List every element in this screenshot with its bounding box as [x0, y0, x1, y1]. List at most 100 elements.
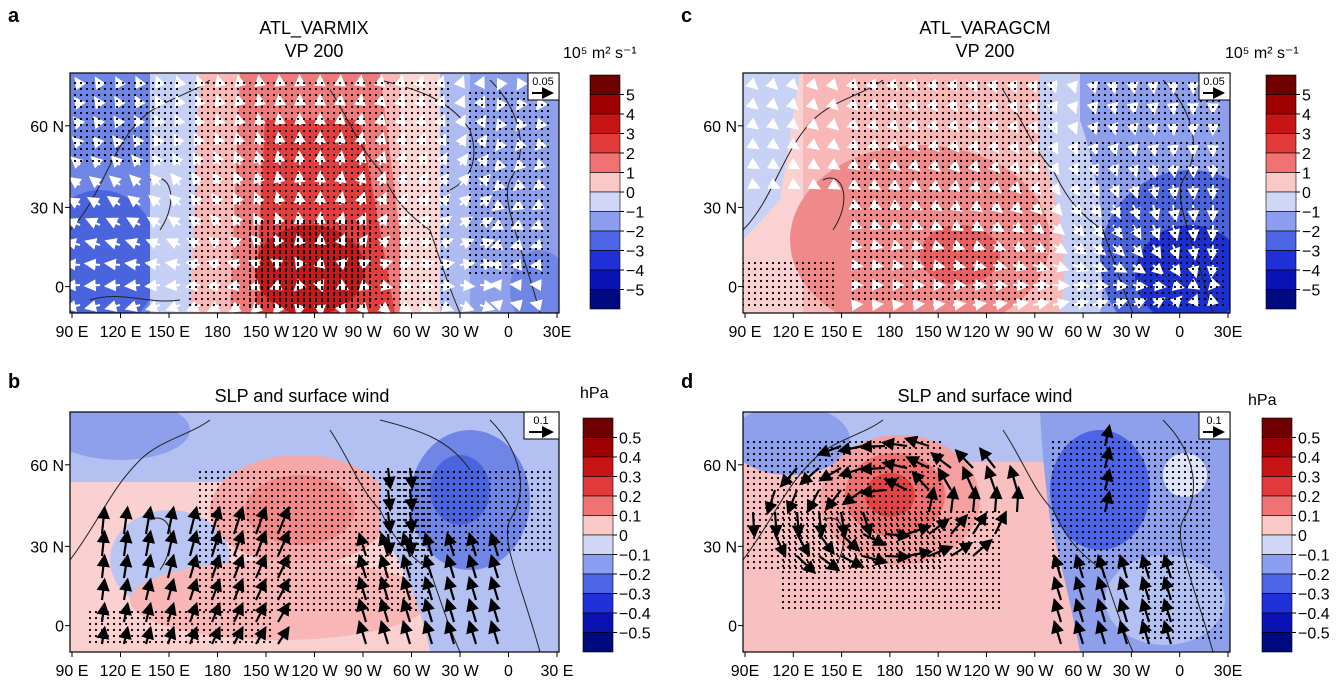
reference-vector-box: 0.1	[523, 411, 560, 440]
colorbar-swatch	[582, 417, 614, 438]
unit-label: hPa	[1248, 392, 1277, 409]
colorbar-swatch	[1261, 476, 1293, 497]
panel-b: b SLP and surface wind hPa 0.1 90 E 12	[8, 371, 651, 680]
unit-label: 10⁵ m² s⁻¹	[1225, 45, 1299, 62]
unit-label: hPa	[580, 385, 609, 402]
colorbar-label: 5	[626, 88, 635, 105]
colorbar-swatch	[1265, 250, 1297, 271]
y-tick-label: 30 N	[703, 200, 737, 217]
x-tick-label: 30E	[1214, 324, 1242, 341]
y-axis-ticks: 60 N 30 N 0	[30, 458, 70, 636]
x-axis-ticks: 90 E 120 E 150 E 180 150 W 120 W 90 W 60 W 30 W 0…	[729, 313, 1242, 341]
panel-title-line1: ATL_VARMIX	[259, 18, 368, 39]
y-tick-label: 60 N	[703, 119, 737, 136]
x-tick-label: 90 E	[729, 324, 762, 341]
colorbar-swatch	[589, 94, 621, 115]
x-tick-label: 30E	[1214, 663, 1242, 680]
colorbar-swatch	[582, 593, 614, 614]
x-tick-label: 150 W	[915, 324, 962, 341]
colorbar-swatch	[589, 113, 621, 134]
x-tick-label: 60 W	[1064, 663, 1102, 680]
x-axis-ticks: 90E 120 E 150 E 180 150 W 120 W 90 W 60 W 30 W 0 3…	[731, 652, 1242, 680]
panel-c: c ATL_VARAGCM VP 200 10⁵ m² s⁻¹ 0.05 90	[681, 5, 1320, 341]
panel-a: a ATL_VARMIX VP 200 10⁵ m² s⁻¹	[8, 5, 644, 341]
reference-vector-label: 0.1	[533, 415, 548, 427]
x-tick-label: 90 W	[1016, 663, 1054, 680]
colorbar-swatch	[589, 250, 621, 271]
colorbar-label: −0.1	[619, 548, 651, 565]
x-tick-label: 120 W	[291, 324, 338, 341]
colorbar: 5 4 3 2 1 0 −1 −2 −3 −4 −5	[1265, 74, 1320, 310]
colorbar-swatch	[589, 191, 621, 212]
colorbar-swatch	[1261, 417, 1293, 438]
x-tick-label: 150 W	[243, 663, 290, 680]
y-tick-label: 0	[728, 280, 737, 297]
colorbar: 5 4 3 2 1 0 −1 −2 −3 −4 −5	[589, 74, 644, 310]
colorbar-swatch	[582, 612, 614, 633]
colorbar-swatch	[1261, 632, 1293, 653]
significance-stipple	[743, 81, 1225, 307]
colorbar-swatch	[589, 289, 621, 310]
colorbar-swatch	[1265, 152, 1297, 173]
colorbar-label: −0.3	[619, 587, 651, 604]
x-tick-label: 180	[877, 663, 904, 680]
colorbar-label: 1	[626, 166, 635, 183]
colorbar-label: 2	[1302, 146, 1311, 163]
x-tick-label: 120 E	[772, 663, 814, 680]
colorbar-label: −2	[1302, 224, 1320, 241]
map-field	[743, 412, 1230, 652]
x-tick-label: 30 W	[1113, 324, 1151, 341]
colorbar-swatch	[1265, 230, 1297, 251]
colorbar-swatch	[1265, 94, 1297, 115]
colorbar-label: 2	[626, 146, 635, 163]
reference-vector-label: 0.1	[1206, 415, 1221, 427]
x-tick-label: 150 E	[821, 324, 863, 341]
reference-vector-label: 0.05	[1203, 76, 1224, 88]
x-tick-label: 120 E	[100, 663, 142, 680]
colorbar-swatch	[1265, 74, 1297, 95]
x-tick-label: 90 E	[56, 324, 89, 341]
colorbar-swatch	[1261, 515, 1293, 536]
colorbar-label: −0.5	[619, 626, 651, 643]
colorbar-label: 0	[626, 185, 635, 202]
colorbar-swatch	[582, 554, 614, 575]
colorbar-label: 5	[1302, 88, 1311, 105]
x-axis-ticks: 90 E 120 E 150 E 180 150 W 120 W 90 W 60 W 30 W 0…	[56, 652, 573, 680]
x-tick-label: 60 W	[393, 663, 431, 680]
panel-letter: a	[8, 5, 20, 27]
x-tick-label: 0	[504, 663, 513, 680]
colorbar-label: −4	[626, 263, 644, 280]
colorbar-label: −0.4	[1298, 606, 1330, 623]
x-tick-label: 90 E	[56, 663, 89, 680]
colorbar-swatch	[582, 632, 614, 653]
colorbar-swatch	[1265, 172, 1297, 193]
reference-vector-label: 0.05	[532, 76, 553, 88]
y-tick-label: 0	[55, 619, 64, 636]
y-tick-label: 30 N	[30, 539, 64, 556]
colorbar-swatch	[582, 456, 614, 477]
x-tick-label: 120 W	[291, 663, 338, 680]
colorbar-swatch	[582, 534, 614, 555]
y-tick-label: 60 N	[703, 458, 737, 475]
colorbar-label: −1	[626, 205, 644, 222]
x-tick-label: 150 E	[821, 663, 863, 680]
panel-title-line1: SLP and surface wind	[898, 386, 1073, 406]
colorbar-label: 0.3	[619, 470, 641, 487]
colorbar-swatch	[1265, 289, 1297, 310]
colorbar-label: 3	[626, 127, 635, 144]
colorbar-label: −0.4	[619, 606, 651, 623]
x-tick-label: 0	[504, 324, 513, 341]
y-tick-label: 0	[55, 280, 64, 297]
x-tick-label: 0	[1175, 324, 1184, 341]
x-tick-label: 120 E	[100, 324, 142, 341]
colorbar-swatch	[589, 172, 621, 193]
y-axis-ticks: 60 N 30 N 0	[703, 119, 743, 297]
colorbar-swatch	[1261, 612, 1293, 633]
colorbar-label: 0.3	[1298, 470, 1320, 487]
y-tick-label: 60 N	[30, 458, 64, 475]
x-tick-label: 120 W	[963, 324, 1010, 341]
x-tick-label: 30 W	[441, 324, 479, 341]
reference-vector-box: 0.1	[1198, 411, 1231, 440]
x-tick-label: 180	[204, 324, 231, 341]
